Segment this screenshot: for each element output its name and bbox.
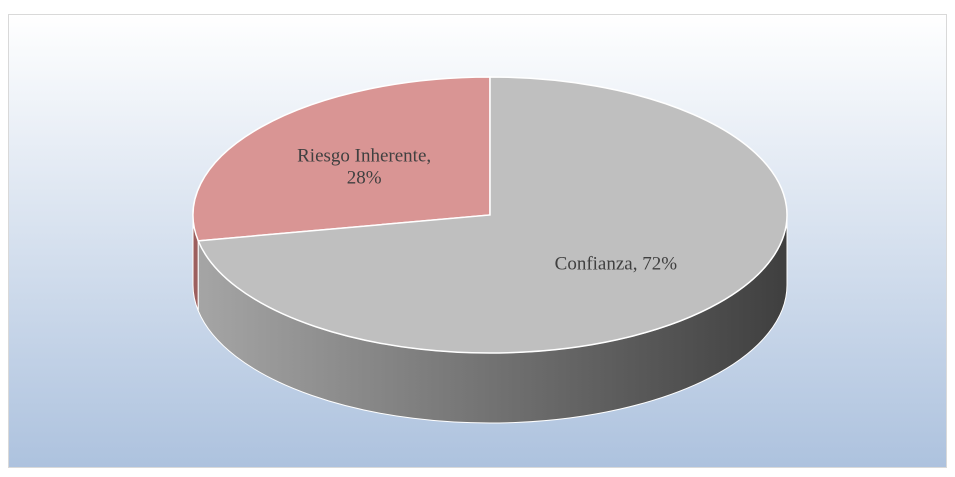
data-label: Riesgo Inherente, 28%: [297, 146, 431, 189]
data-label: Confianza, 72%: [555, 253, 678, 274]
pie-slice: [192, 76, 491, 242]
pie-slice: [197, 76, 788, 354]
